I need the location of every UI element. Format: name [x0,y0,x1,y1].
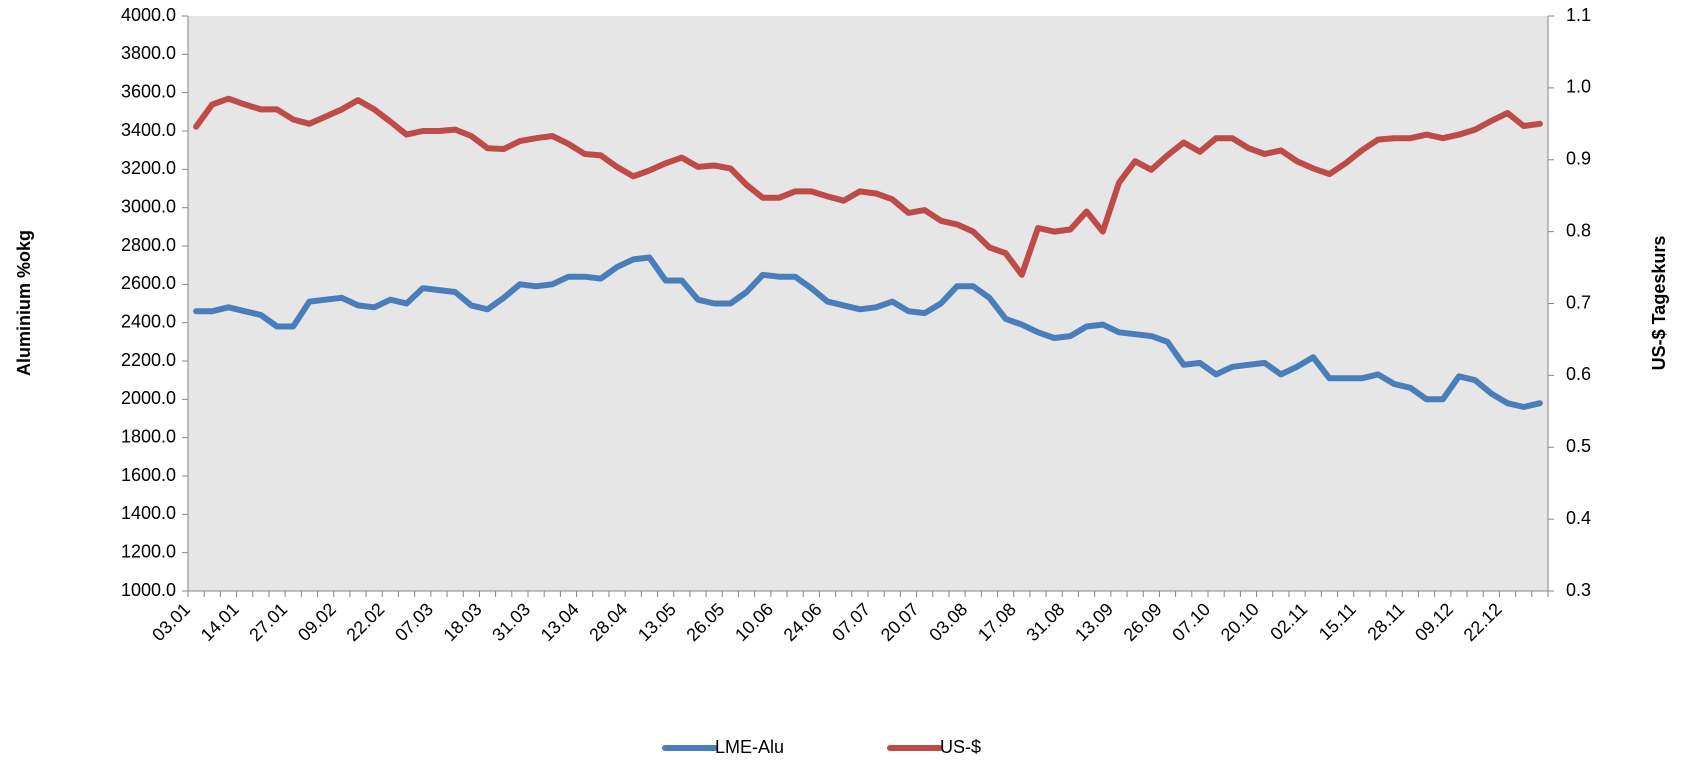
y-tick-label: 4000.0 [121,5,176,25]
x-tick-label: 09.12 [1411,599,1457,645]
y2-tick-label: 0.4 [1566,508,1591,528]
y-tick-label: 3400.0 [121,120,176,140]
y-tick-label: 1400.0 [121,503,176,523]
y2-tick-label: 0.9 [1566,149,1591,169]
y-tick-label: 1800.0 [121,426,176,446]
y2-tick-label: 0.3 [1566,580,1591,600]
x-tick-label: 28.04 [585,599,631,645]
series-line [193,254,1543,410]
x-tick-label: 03.01 [148,599,194,645]
x-tick-label: 18.03 [440,599,486,645]
x-tick-label: 13.09 [1071,599,1117,645]
x-tick-label: 07.07 [828,599,874,645]
x-tick-label: 13.04 [537,599,583,645]
x-tick-label: 02.11 [1266,599,1311,644]
y2-tick-label: 0.5 [1566,436,1591,456]
x-tick-label: 27.01 [245,599,291,645]
x-tick-label: 31.03 [488,599,534,645]
y-tick-label: 1000.0 [121,580,176,600]
y2-tick-label: 0.6 [1566,364,1591,384]
x-tick-label: 13.05 [634,599,680,645]
y-tick-label: 1200.0 [121,541,176,561]
plot-area [188,16,1548,591]
y-tick-label: 2200.0 [121,350,176,370]
x-tick-label: 24.06 [780,599,826,645]
y-tick-label: 2400.0 [121,311,176,331]
y-tick-label: 3800.0 [121,43,176,63]
x-tick-label: 09.02 [294,599,340,645]
x-tick-label: 20.10 [1217,599,1263,645]
x-tick-label: 20.07 [877,599,923,645]
y2-tick-label: 1.1 [1566,5,1591,25]
y-axis-title: Aluminium %okg [14,230,34,376]
legend-label: LME-Alu [715,737,784,757]
y-tick-label: 3600.0 [121,81,176,101]
x-tick-label: 15.11 [1315,599,1360,644]
y2-tick-label: 0.7 [1566,292,1591,312]
y-tick-label: 3200.0 [121,158,176,178]
x-tick-label: 26.09 [1120,599,1166,645]
x-tick-label: 07.10 [1168,599,1214,645]
y2-axis-title: US-$ Tageskurs [1649,236,1669,371]
x-tick-label: 22.02 [342,599,388,645]
x-tick-label: 14.01 [197,599,243,645]
y-tick-label: 1600.0 [121,465,176,485]
y-tick-label: 3000.0 [121,196,176,216]
y2-tick-label: 1.0 [1566,77,1591,97]
y-tick-label: 2000.0 [121,388,176,408]
x-tick-label: 17.08 [974,599,1020,645]
y-tick-label: 2800.0 [121,235,176,255]
x-tick-label: 28.11 [1363,599,1408,644]
x-tick-label: 07.03 [391,599,437,645]
x-tick-label: 03.08 [925,599,971,645]
x-tick-label: 22.12 [1460,599,1506,645]
y-tick-label: 2600.0 [121,273,176,293]
x-tick-label: 26.05 [682,599,728,645]
x-tick-label: 10.06 [731,599,777,645]
series-line [193,95,1543,278]
x-tick-label: 31.08 [1022,599,1068,645]
y2-tick-label: 0.8 [1566,220,1591,240]
legend-label: US-$ [940,737,981,757]
